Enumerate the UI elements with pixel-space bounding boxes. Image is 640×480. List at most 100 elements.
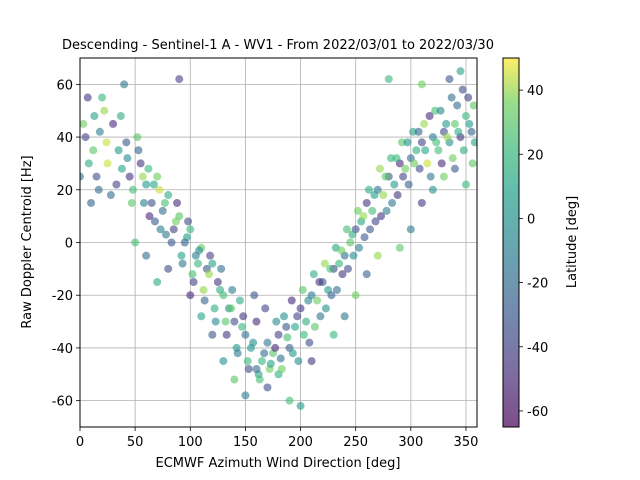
colorbar-tick-label: -20 <box>527 277 548 292</box>
data-point <box>431 106 440 115</box>
data-point <box>415 164 424 173</box>
chart-title: Descending - Sentinel-1 A - WV1 - From 2… <box>62 38 494 53</box>
data-point <box>307 357 316 366</box>
data-point <box>80 119 88 128</box>
data-point <box>305 338 314 347</box>
colorbar-tick-label: 40 <box>527 84 544 99</box>
data-point <box>454 127 463 136</box>
data-point <box>92 172 101 181</box>
data-point <box>302 317 311 326</box>
data-point <box>116 111 125 120</box>
data-point <box>326 264 335 273</box>
data-point <box>156 225 165 234</box>
data-point <box>178 259 187 268</box>
data-point <box>238 322 247 331</box>
data-point <box>370 191 379 200</box>
data-point <box>195 246 204 255</box>
data-point <box>150 217 159 226</box>
data-point <box>280 312 289 321</box>
data-point <box>375 164 384 173</box>
data-point <box>320 259 329 268</box>
data-point <box>388 198 397 207</box>
data-point <box>417 138 426 147</box>
data-point <box>205 270 214 279</box>
data-point <box>188 270 197 279</box>
data-point <box>186 291 195 300</box>
x-tick-label: 350 <box>454 435 479 450</box>
colorbar-label: Latitude [deg] <box>565 196 580 288</box>
data-point <box>235 296 244 305</box>
data-point <box>442 119 451 128</box>
data-point <box>426 172 435 181</box>
data-point <box>193 259 202 268</box>
data-point <box>127 198 136 207</box>
data-point <box>149 180 158 189</box>
data-point <box>138 172 147 181</box>
data-point <box>206 251 215 260</box>
data-point <box>133 133 142 142</box>
data-point <box>100 106 109 115</box>
data-point <box>329 330 338 339</box>
data-point <box>401 164 410 173</box>
data-point <box>162 230 171 239</box>
data-point <box>94 185 103 194</box>
data-point <box>95 127 104 136</box>
data-point <box>398 138 407 147</box>
data-point <box>304 296 313 305</box>
x-tick-label: 0 <box>76 435 84 450</box>
data-point <box>208 330 217 339</box>
data-point <box>283 333 292 342</box>
data-point <box>272 317 281 326</box>
data-point <box>147 198 156 207</box>
data-point <box>360 233 369 242</box>
data-point <box>340 312 349 321</box>
data-point <box>362 270 371 279</box>
data-point <box>379 191 388 200</box>
x-tick-label: 50 <box>127 435 144 450</box>
y-axis: -60 -40 -20 0 20 40 60 <box>52 78 80 410</box>
data-point <box>155 185 164 194</box>
data-point <box>177 251 186 260</box>
x-tick-label: 100 <box>178 435 203 450</box>
data-point <box>450 164 459 173</box>
data-point <box>315 278 324 287</box>
data-point <box>213 278 222 287</box>
data-point <box>189 278 198 287</box>
data-point <box>175 75 184 84</box>
data-point <box>390 180 399 189</box>
data-point <box>81 133 90 142</box>
data-point <box>351 291 360 300</box>
data-point <box>366 225 375 234</box>
data-point <box>432 138 441 147</box>
data-point <box>461 111 470 120</box>
data-point <box>450 119 459 128</box>
data-point <box>335 259 344 268</box>
data-point <box>359 212 368 221</box>
data-point <box>200 296 209 305</box>
data-point <box>89 146 98 155</box>
data-point <box>434 146 443 155</box>
y-axis-label: Raw Doppler Centroid [Hz] <box>20 155 35 328</box>
data-point <box>239 312 248 321</box>
data-point <box>443 133 452 142</box>
data-point <box>293 312 302 321</box>
colorbar-axis: -60 -40 -20 0 20 40 <box>519 84 548 420</box>
y-tick-label: -20 <box>52 289 73 304</box>
data-point <box>291 322 300 331</box>
data-point <box>227 304 236 313</box>
x-axis: 0 50 100 150 200 250 300 350 <box>76 427 479 450</box>
data-point <box>469 101 477 110</box>
data-point <box>343 264 352 273</box>
data-point <box>145 212 154 221</box>
y-tick-label: -40 <box>52 342 73 357</box>
data-point <box>276 354 285 363</box>
data-point <box>131 238 140 247</box>
data-point <box>403 138 412 147</box>
data-point <box>134 146 143 155</box>
data-point <box>456 67 465 76</box>
data-point <box>399 172 408 181</box>
data-point <box>199 285 208 294</box>
data-point <box>277 365 286 374</box>
data-point <box>208 259 217 268</box>
data-point <box>447 93 456 102</box>
